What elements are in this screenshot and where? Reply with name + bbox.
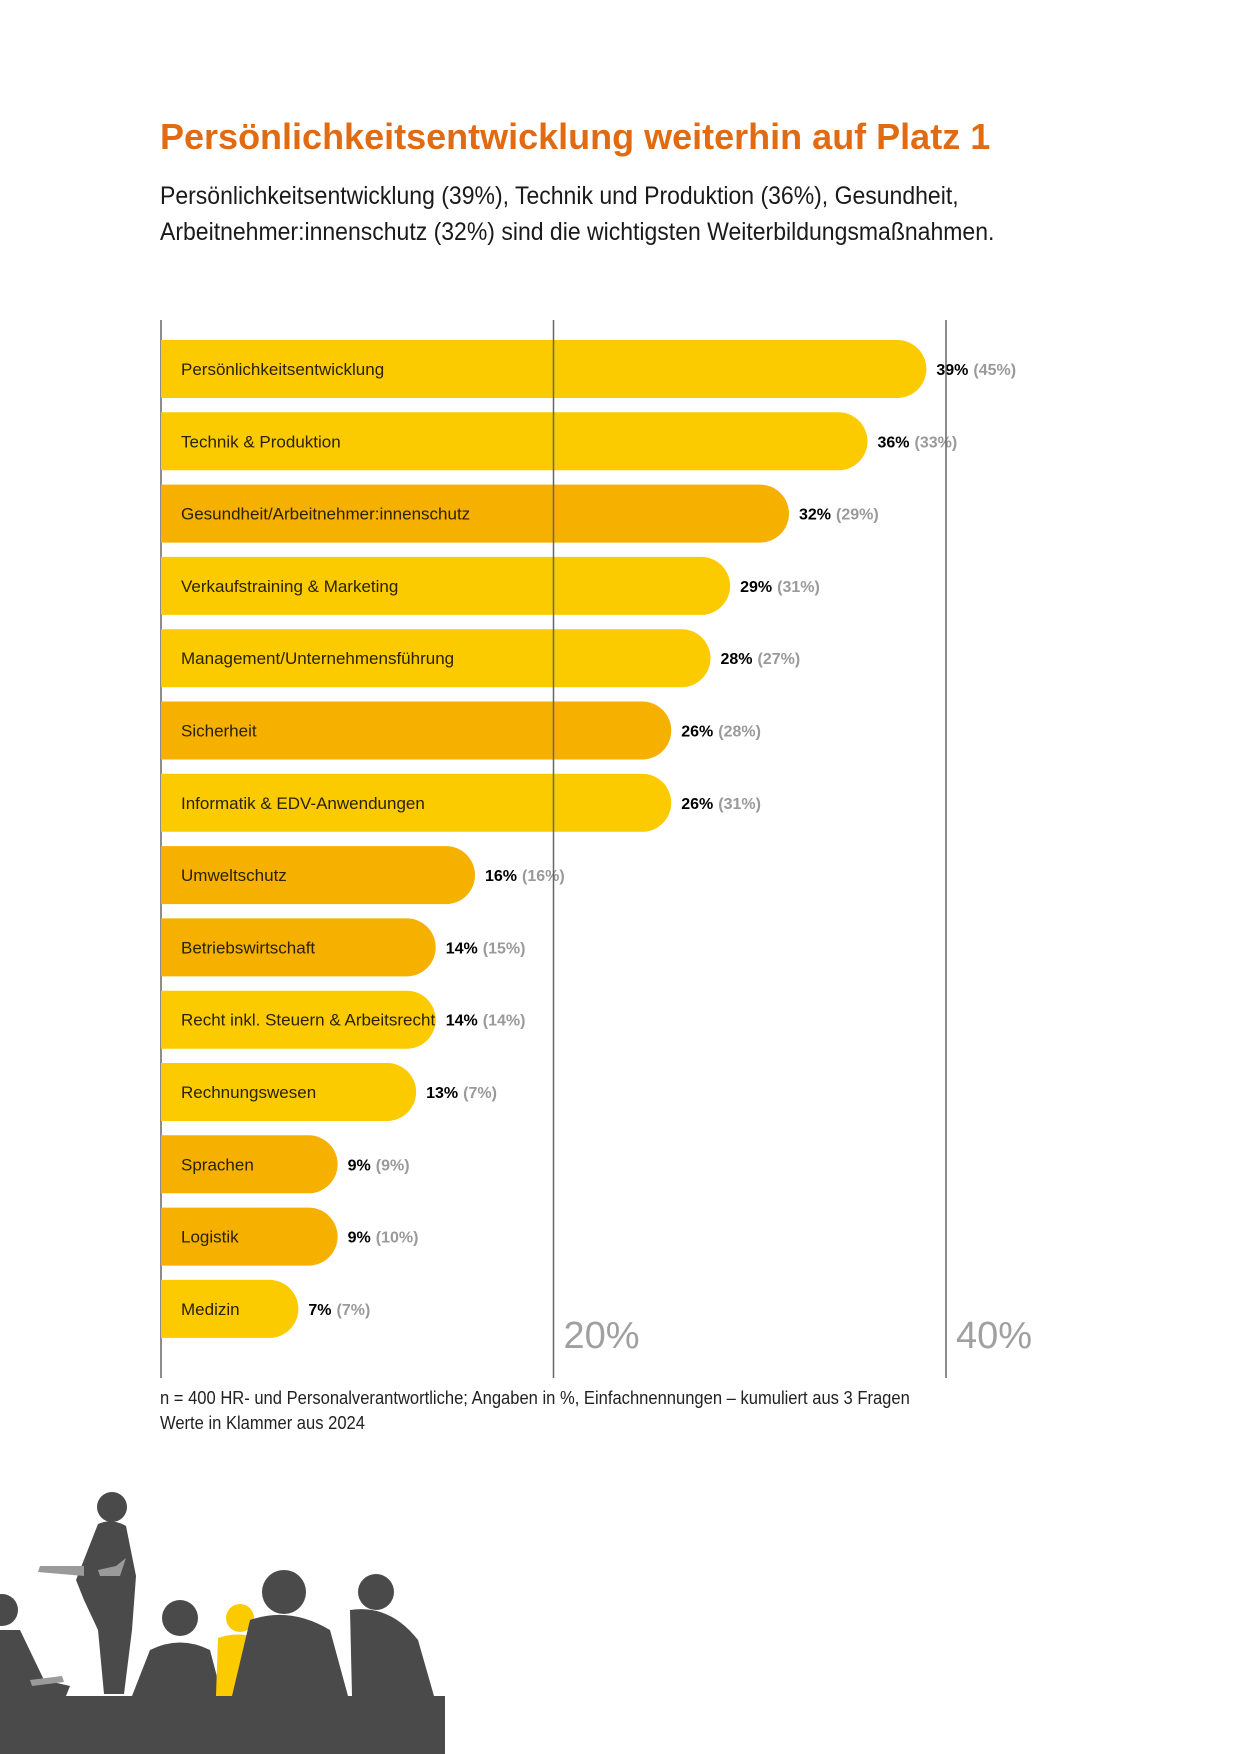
value-current: 29% — [740, 579, 772, 596]
bar-label: Verkaufstraining & Marketing — [181, 577, 398, 596]
bars-group: Persönlichkeitsentwicklung 39% (45%) Techni… — [161, 340, 1016, 1338]
value-previous: (33%) — [915, 434, 958, 451]
bar-label: Sicherheit — [181, 722, 257, 741]
bar-chart: Persönlichkeitsentwicklung 39% (45%) Techni… — [160, 320, 1032, 1378]
bar — [161, 1063, 417, 1121]
page-title: Persönlichkeitsentwicklung weiterhin auf… — [160, 116, 991, 157]
value-current: 26% — [681, 796, 713, 813]
bar-value-label: 9% (9%) — [348, 1157, 410, 1174]
bar — [161, 846, 475, 905]
bar — [161, 484, 789, 543]
bar-label: Management/Unternehmensführung — [181, 649, 454, 668]
bar — [161, 412, 868, 471]
value-previous: (7%) — [337, 1302, 371, 1319]
bar-label: Medizin — [181, 1300, 240, 1319]
value-previous: (29%) — [836, 507, 879, 524]
bar — [161, 340, 927, 398]
bar-label: Umweltschutz — [181, 866, 287, 885]
value-current: 9% — [348, 1230, 371, 1247]
value-current: 36% — [878, 434, 910, 451]
audience-silhouette-icon — [0, 1492, 445, 1754]
bar-value-label: 39% (45%) — [936, 362, 1016, 379]
bar-value-label: 32% (29%) — [799, 507, 879, 524]
value-previous: (9%) — [376, 1157, 410, 1174]
bar-value-label: 14% (15%) — [446, 940, 526, 957]
value-current: 13% — [426, 1085, 458, 1102]
bar-value-label: 28% (27%) — [721, 651, 801, 668]
value-previous: (16%) — [522, 868, 565, 885]
bar — [161, 1207, 338, 1266]
bar-label: Rechnungswesen — [181, 1083, 316, 1102]
footnote-previous-year: Werte in Klammer aus 2024 — [160, 1413, 365, 1433]
value-current: 14% — [446, 1013, 478, 1030]
bar — [161, 556, 731, 615]
bar-value-label: 9% (10%) — [348, 1230, 419, 1247]
bar-label: Betriebswirtschaft — [181, 938, 315, 957]
bar-value-label: 14% (14%) — [446, 1013, 526, 1030]
value-previous: (14%) — [483, 1013, 526, 1030]
bar — [161, 918, 436, 977]
value-previous: (45%) — [973, 362, 1016, 379]
bar — [161, 629, 711, 688]
tick-label: 20% — [564, 1315, 640, 1357]
bar-value-label: 26% (28%) — [681, 724, 761, 741]
bar — [161, 773, 672, 832]
bar — [161, 990, 436, 1049]
value-previous: (27%) — [758, 651, 801, 668]
page-subtitle: Persönlichkeitsentwicklung (39%), Techni… — [160, 182, 995, 246]
bar-label: Informatik & EDV-Anwendungen — [181, 794, 425, 813]
value-previous: (7%) — [463, 1085, 497, 1102]
value-previous: (10%) — [376, 1230, 419, 1247]
value-current: 14% — [446, 940, 478, 957]
bar-value-label: 26% (31%) — [681, 796, 761, 813]
bar — [161, 1135, 338, 1194]
bar-label: Logistik — [181, 1228, 239, 1247]
value-previous: (31%) — [718, 796, 761, 813]
value-previous: (31%) — [777, 579, 820, 596]
bar-label: Technik & Produktion — [181, 432, 341, 451]
bar — [161, 1279, 299, 1338]
bar-value-label: 7% (7%) — [308, 1302, 370, 1319]
value-current: 16% — [485, 868, 517, 885]
tick-label: 40% — [956, 1315, 1032, 1357]
bar-label: Persönlichkeitsentwicklung — [181, 360, 384, 379]
value-current: 7% — [308, 1302, 331, 1319]
value-previous: (28%) — [718, 724, 761, 741]
bar — [161, 701, 672, 760]
bar-label: Sprachen — [181, 1155, 254, 1174]
value-current: 32% — [799, 507, 831, 524]
value-current: 26% — [681, 724, 713, 741]
bar-value-label: 13% (7%) — [426, 1085, 497, 1102]
value-current: 28% — [721, 651, 753, 668]
value-current: 9% — [348, 1157, 371, 1174]
footnote-sample: n = 400 HR- und Personalverantwortliche;… — [160, 1388, 910, 1408]
value-previous: (15%) — [483, 940, 526, 957]
value-current: 39% — [936, 362, 968, 379]
bar-value-label: 29% (31%) — [740, 579, 820, 596]
bar-label: Recht inkl. Steuern & Arbeitsrecht — [181, 1011, 435, 1030]
bar-label: Gesundheit/Arbeitnehmer:innenschutz — [181, 505, 470, 524]
footnote: n = 400 HR- und Personalverantwortliche;… — [160, 1386, 910, 1436]
